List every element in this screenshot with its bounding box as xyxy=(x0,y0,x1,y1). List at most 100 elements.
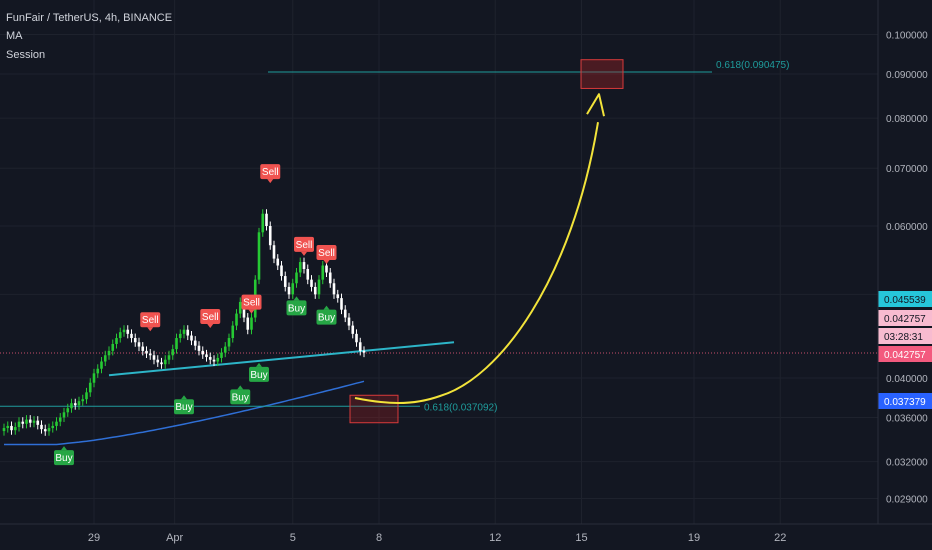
candle-body xyxy=(107,350,111,356)
buy-signal-label: Buy xyxy=(286,296,307,316)
signal-pointer xyxy=(293,296,300,301)
signal-text: Buy xyxy=(288,303,305,314)
signal-text: Sell xyxy=(262,167,279,178)
candle-body xyxy=(223,346,227,353)
candle-body xyxy=(6,425,10,429)
candle-body xyxy=(47,428,51,432)
signal-pointer xyxy=(248,309,255,314)
price-badge xyxy=(878,346,932,362)
candle-body xyxy=(85,392,88,400)
indicator-session[interactable]: Session xyxy=(6,49,45,61)
candle-body xyxy=(231,325,235,339)
candle-body xyxy=(212,359,216,362)
buy-signal-label: Buy xyxy=(230,385,251,405)
candle-body xyxy=(257,232,261,280)
price-tick-label: 0.036000 xyxy=(886,413,928,424)
target-zone-box xyxy=(580,59,624,89)
time-tick-label: 19 xyxy=(688,532,700,544)
signal-text: Sell xyxy=(142,315,159,326)
time-tick-label: 15 xyxy=(575,532,587,544)
time-tick-label: Apr xyxy=(166,532,183,544)
candle-body xyxy=(201,350,205,355)
signal-pointer xyxy=(267,179,274,184)
buy-signal-label: Buy xyxy=(316,305,337,325)
signal-pointer xyxy=(237,385,244,390)
price-badge-label: 0.037379 xyxy=(884,397,926,408)
candle-body xyxy=(122,329,126,333)
candle-body xyxy=(283,276,287,287)
sell-signal-label: Sell xyxy=(140,312,161,332)
candle-body xyxy=(328,272,332,284)
annotations: 0.618(0.090475) 0.618(0.037092) xyxy=(0,59,878,446)
price-axis[interactable]: 0.0290000.0320000.0360000.0400000.050000… xyxy=(878,0,932,524)
time-tick-label: 22 xyxy=(774,532,786,544)
candle-body xyxy=(21,421,25,424)
candle-body xyxy=(246,317,250,330)
candle-body xyxy=(343,309,347,318)
candle-body xyxy=(92,373,96,383)
candle-body xyxy=(126,329,130,334)
candle-body xyxy=(73,403,77,406)
candle-body xyxy=(163,359,167,365)
candle-body xyxy=(250,317,253,330)
price-badge-label: 03:28:31 xyxy=(884,332,923,343)
candle-body xyxy=(351,325,355,334)
candle-body xyxy=(340,298,343,310)
signal-pointer xyxy=(301,251,307,256)
buy-signal-label: Buy xyxy=(174,395,194,415)
signal-box xyxy=(174,399,194,415)
candle-body xyxy=(208,357,212,360)
price-badge xyxy=(878,310,932,326)
candle-body xyxy=(197,345,201,351)
candle-body xyxy=(186,329,190,336)
candle-body xyxy=(355,333,358,343)
candle-body xyxy=(55,421,58,426)
signal-text: Sell xyxy=(296,240,313,251)
price-tick-label: 0.090000 xyxy=(886,70,928,81)
candle-body xyxy=(137,342,141,347)
candle-body xyxy=(156,359,160,363)
candle-body xyxy=(175,338,178,350)
candle-body xyxy=(291,283,295,295)
time-tick-label: 5 xyxy=(290,532,296,544)
signal-box xyxy=(54,450,74,466)
candle-body xyxy=(141,346,145,351)
sell-signal-label: Sell xyxy=(294,236,314,256)
candle-body xyxy=(268,226,272,246)
signal-text: Buy xyxy=(318,313,335,324)
candle-body xyxy=(306,268,310,280)
candle-body xyxy=(295,272,298,284)
candle-body xyxy=(216,357,220,362)
signal-box xyxy=(241,294,262,310)
indicator-ma[interactable]: MA xyxy=(6,30,23,42)
candle-body xyxy=(261,213,265,233)
symbol-title[interactable]: FunFair / TetherUS, 4h, BINANCE xyxy=(6,12,172,24)
candle-body xyxy=(227,338,231,347)
candle-body xyxy=(272,245,276,259)
candle-body xyxy=(182,329,186,334)
candle-body xyxy=(325,265,328,273)
candle-body xyxy=(220,352,223,358)
candle-body xyxy=(317,279,321,295)
signal-text: Buy xyxy=(55,453,72,464)
price-tick-label: 0.029000 xyxy=(886,495,928,506)
price-tick-label: 0.040000 xyxy=(886,374,928,385)
candle-body xyxy=(362,350,366,353)
candle-body xyxy=(313,286,317,295)
signal-pointer xyxy=(256,362,262,367)
time-axis-background xyxy=(0,524,932,550)
signal-pointer xyxy=(147,327,154,332)
candle-body xyxy=(336,294,340,299)
candle-body xyxy=(77,401,81,406)
time-tick-label: 8 xyxy=(376,532,382,544)
candle-body xyxy=(40,424,43,430)
signal-text: Sell xyxy=(318,248,335,259)
candle-body xyxy=(178,333,182,339)
signal-pointer xyxy=(323,305,330,310)
price-tick-label: 0.032000 xyxy=(886,458,928,469)
time-tick-label: 12 xyxy=(489,532,501,544)
signal-box xyxy=(200,308,221,324)
